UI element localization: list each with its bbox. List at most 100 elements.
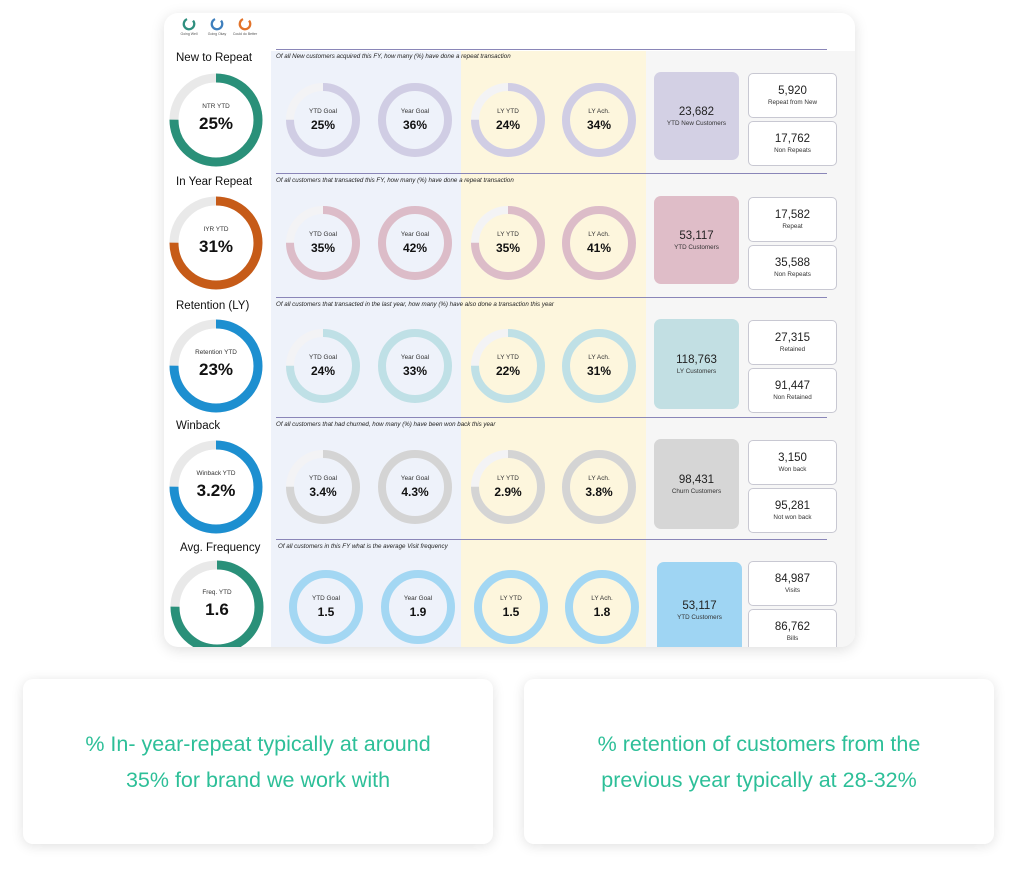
box-label: Not won back	[773, 514, 812, 521]
box-label: Repeat	[782, 223, 803, 230]
donut-value: 25%	[198, 114, 234, 133]
box-number: 95,281	[774, 500, 811, 512]
goal-donut-ly-ach: LY Ach. 1.8	[564, 569, 640, 645]
donut-value: 1.9	[409, 605, 427, 619]
donut-label: Year Goal	[400, 354, 430, 361]
goal-donut-ytd-goal: YTD Goal 35%	[285, 205, 361, 281]
goal-donut-ly-ytd: LY YTD 1.5	[473, 569, 549, 645]
box-number: 5,920	[778, 85, 807, 97]
donut-value: 31%	[586, 364, 612, 378]
box-number: 98,431	[678, 473, 715, 486]
goal-donut-ly-ach: LY Ach. 31%	[561, 328, 637, 404]
insight-card-in-year-repeat: % In- year-repeat typically at around 35…	[23, 679, 493, 844]
breakdown-box-top: 5,920 Repeat from New	[748, 73, 837, 118]
ring-logo-icon	[182, 17, 196, 31]
donut-label: Year Goal	[400, 108, 430, 115]
insight-card-retention: % retention of customers from the previo…	[524, 679, 994, 844]
goal-donut-year-goal: Year Goal 36%	[377, 82, 453, 158]
box-label: YTD Customers	[674, 243, 719, 251]
donut-label: Year Goal	[400, 475, 430, 482]
goal-donut-ly-ytd: LY YTD 22%	[470, 328, 546, 404]
box-label: Non Retained	[773, 394, 812, 401]
row-title: Avg. Frequency	[180, 542, 261, 554]
ring-logo-icon	[238, 17, 252, 31]
donut-label: LY YTD	[497, 231, 519, 238]
donut-value: 33%	[402, 364, 428, 378]
goal-donut-year-goal: Year Goal 4.3%	[377, 449, 453, 525]
metric-row-avg-frequency: Avg. Frequency Of all customers in this …	[164, 539, 855, 647]
donut-value: 3.8%	[585, 485, 613, 499]
row-description: Of all customers that had churned, how m…	[276, 421, 496, 428]
legend-going-well: Going Well	[180, 17, 198, 49]
donut-value: 25%	[310, 118, 336, 132]
donut-label: NTR YTD	[202, 103, 230, 110]
goal-donut-ly-ytd: LY YTD 24%	[470, 82, 546, 158]
goal-donut-ly-ytd: LY YTD 2.9%	[470, 449, 546, 525]
donut-value: 4.3%	[401, 485, 429, 499]
row-title: Retention (LY)	[176, 300, 250, 312]
donut-label: YTD Goal	[308, 108, 338, 115]
donut-label: LY Ach.	[588, 475, 610, 482]
box-number: 17,582	[774, 209, 811, 221]
box-label: YTD Customers	[677, 613, 722, 621]
row-title: Winback	[176, 420, 221, 432]
donut-value: 3.2%	[196, 481, 236, 500]
metric-row-winback: Winback Of all customers that had churne…	[164, 417, 855, 539]
box-number: 23,682	[678, 105, 715, 118]
donut-value: 1.5	[317, 605, 335, 619]
donut-label: Year Goal	[403, 595, 433, 602]
box-label: Non Repeats	[774, 271, 811, 278]
box-number: 53,117	[682, 599, 717, 612]
breakdown-box-bottom: 35,588 Non Repeats	[748, 245, 837, 290]
breakdown-box-top: 27,315 Retained	[748, 320, 837, 365]
donut-value: 1.5	[502, 605, 520, 619]
total-customers-box: 118,763 LY Customers	[654, 319, 739, 409]
row-title: New to Repeat	[176, 52, 253, 64]
donut-label: LY YTD	[497, 108, 519, 115]
main-donut: Retention YTD 23%	[168, 318, 264, 414]
donut-value: 35%	[310, 241, 336, 255]
donut-label: YTD Goal	[308, 475, 338, 482]
insight-text: % retention of customers from the previo…	[597, 731, 921, 792]
donut-label: Year Goal	[400, 231, 430, 238]
row-divider	[276, 173, 827, 174]
breakdown-box-bottom: 95,281 Not won back	[748, 488, 837, 533]
goal-donut-year-goal: Year Goal 42%	[377, 205, 453, 281]
legend-could-do-better: Could do Better	[233, 17, 257, 49]
row-description: Of all customers that transacted this FY…	[276, 177, 514, 184]
donut-label: YTD Goal	[308, 354, 338, 361]
donut-value: 1.6	[205, 600, 229, 619]
donut-label: LY Ach.	[588, 108, 610, 115]
row-divider	[276, 539, 827, 540]
donut-value: 34%	[586, 118, 612, 132]
box-label: Repeat from New	[768, 99, 817, 106]
breakdown-box-bottom: 17,762 Non Repeats	[748, 121, 837, 166]
goal-donut-ytd-goal: YTD Goal 1.5	[288, 569, 364, 645]
donut-value: 23%	[198, 360, 234, 379]
legend-caption: Going Well	[180, 32, 198, 36]
donut-value: 36%	[402, 118, 428, 132]
breakdown-box-top: 17,582 Repeat	[748, 197, 837, 242]
main-donut: IYR YTD 31%	[168, 195, 264, 291]
goal-donut-ytd-goal: YTD Goal 24%	[285, 328, 361, 404]
donut-label: LY Ach.	[588, 354, 610, 361]
breakdown-box-bottom: 91,447 Non Retained	[748, 368, 837, 413]
box-number: 3,150	[778, 452, 807, 464]
goal-donut-ytd-goal: YTD Goal 25%	[285, 82, 361, 158]
total-customers-box: 98,431 Churn Customers	[654, 439, 739, 529]
box-label: Bills	[786, 635, 799, 642]
ring-logo-icon	[210, 17, 224, 31]
metric-row-in-year-repeat: In Year Repeat Of all customers that tra…	[164, 173, 855, 297]
donut-value: 2.9%	[494, 485, 522, 499]
goal-donut-ytd-goal: YTD Goal 3.4%	[285, 449, 361, 525]
goal-donut-year-goal: Year Goal 1.9	[380, 569, 456, 645]
main-donut: NTR YTD 25%	[168, 72, 264, 168]
goal-donut-ly-ach: LY Ach. 41%	[561, 205, 637, 281]
metric-row-retention: Retention (LY) Of all customers that tra…	[164, 297, 855, 417]
donut-label: Winback YTD	[196, 470, 236, 477]
box-number: 35,588	[774, 257, 811, 269]
donut-label: Freq. YTD	[202, 589, 232, 596]
metric-row-new-to-repeat: New to Repeat Of all New customers acqui…	[164, 51, 855, 173]
donut-label: Retention YTD	[195, 349, 237, 356]
box-number: 118,763	[676, 353, 717, 366]
